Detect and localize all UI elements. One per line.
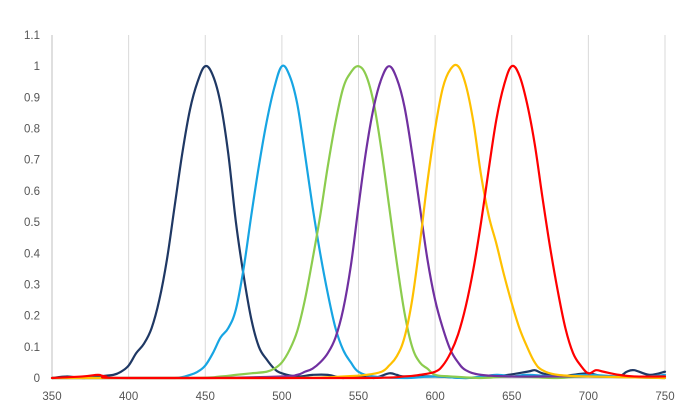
x-tick-label: 450	[196, 391, 215, 403]
x-tick-label: 650	[502, 391, 521, 403]
y-tick-label: 0.8	[24, 124, 40, 136]
y-tick-label: 0.2	[24, 311, 40, 323]
x-tick-label: 750	[655, 391, 674, 403]
grid	[128, 35, 666, 378]
x-tick-label: 400	[119, 391, 138, 403]
series-lines	[50, 63, 667, 380]
y-tick-label: 0.5	[24, 217, 40, 229]
x-tick-label: 600	[426, 391, 445, 403]
y-tick-label: 0.7	[24, 155, 40, 167]
y-tick-label: 1.1	[24, 30, 40, 42]
x-tick-label: 500	[272, 391, 291, 403]
series-line-6	[50, 64, 667, 380]
y-tick-label: 0.1	[24, 342, 40, 354]
y-tick-label: 0	[34, 373, 40, 385]
series-line-4	[50, 65, 667, 380]
y-axis-tick-labels: 0 0.1 0.2 0.3 0.4 0.5 0.6 0.7 0.8 0.9 1 1.1	[24, 30, 41, 385]
y-tick-label: 1	[34, 61, 40, 73]
y-tick-label: 0.4	[24, 248, 41, 260]
x-axis-tick-labels: 350 400 450 500 550 600 650 700 750	[42, 391, 674, 403]
x-tick-label: 350	[42, 391, 61, 403]
x-tick-label: 700	[579, 391, 598, 403]
x-tick-label: 550	[349, 391, 368, 403]
y-tick-label: 0.6	[24, 186, 40, 198]
series-line-3	[50, 65, 667, 380]
y-tick-label: 0.9	[24, 92, 40, 104]
series-line-5	[50, 63, 667, 380]
y-tick-label: 0.3	[24, 279, 40, 291]
